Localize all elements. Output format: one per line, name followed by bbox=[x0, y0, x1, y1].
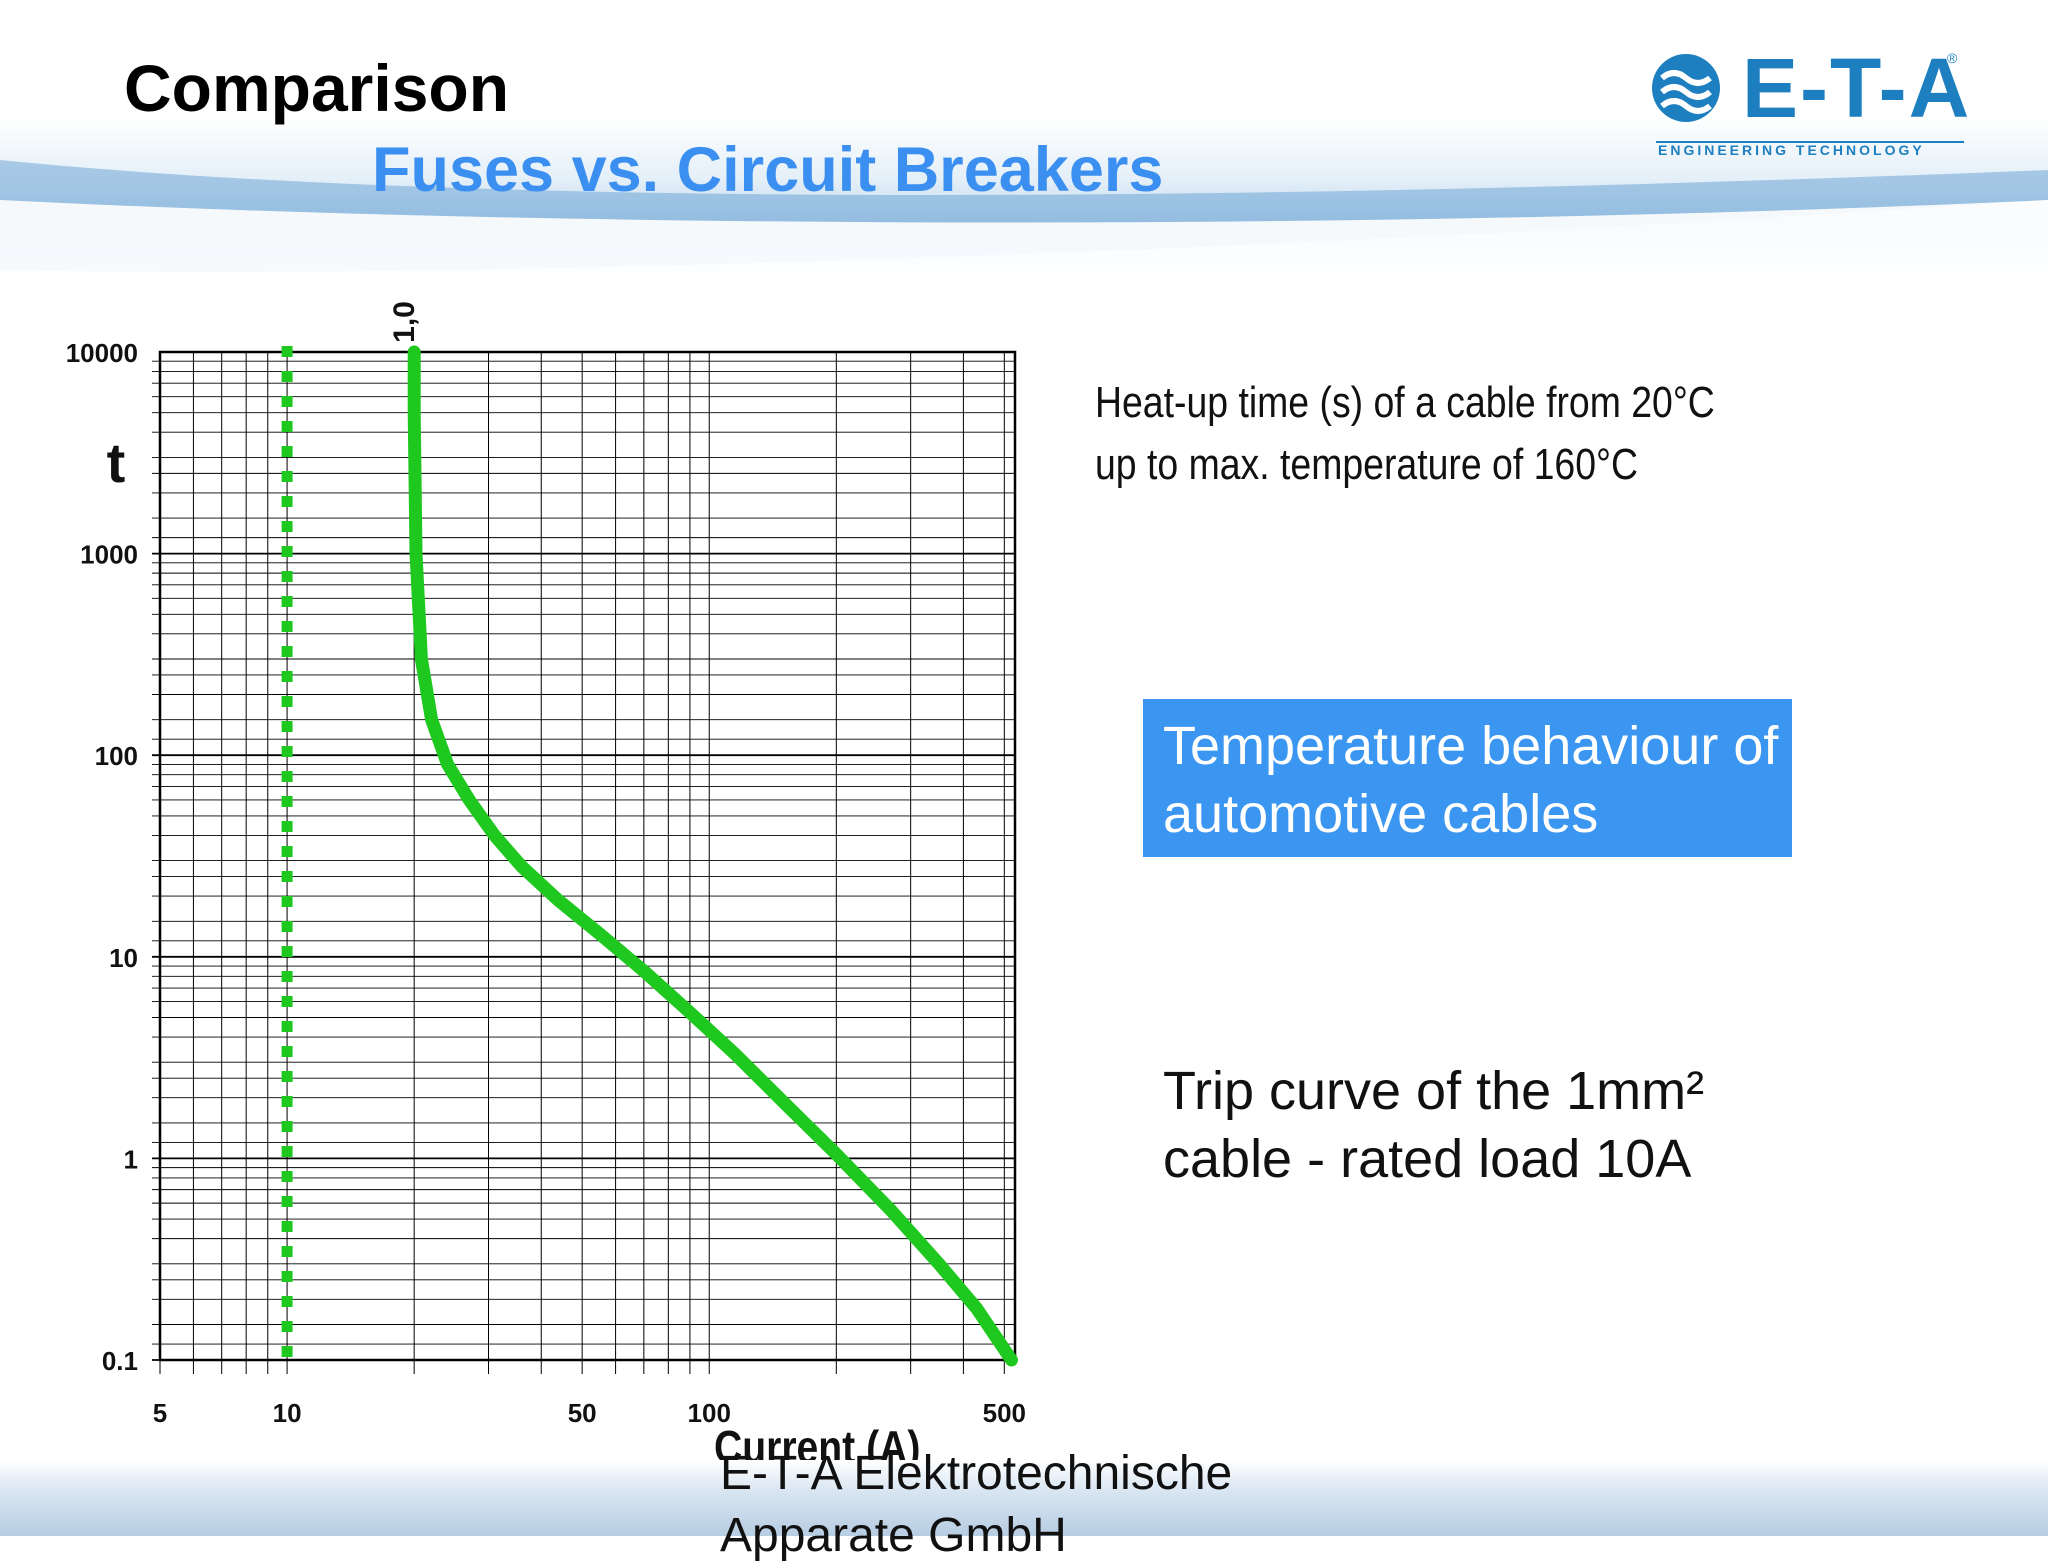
y-tick-label: 10000 bbox=[66, 338, 138, 368]
footer-band bbox=[0, 1460, 2048, 1536]
trip-curve-line bbox=[407, 345, 1018, 1367]
page-title: Comparison bbox=[124, 51, 510, 125]
y-tick-label: 100 bbox=[95, 741, 138, 771]
y-tick-label: 1000 bbox=[80, 540, 138, 570]
y-axis-label: t bbox=[107, 431, 126, 494]
multiple-marker-label: 1,0 bbox=[388, 301, 421, 343]
temperature-highlight-box bbox=[1143, 699, 1792, 857]
y-tick-label: 10 bbox=[109, 943, 138, 973]
y-tick-label: 0.1 bbox=[102, 1346, 138, 1376]
x-tick-label: 500 bbox=[983, 1398, 1026, 1428]
x-tick-label: 5 bbox=[153, 1398, 167, 1428]
x-tick-label: 50 bbox=[568, 1398, 597, 1428]
plot-frame bbox=[158, 350, 1017, 1362]
header-swoosh bbox=[0, 160, 2048, 290]
page-subtitle: Fuses vs. Circuit Breakers bbox=[372, 135, 1164, 205]
header-band bbox=[0, 0, 2048, 290]
logo-registered-mark: ® bbox=[1947, 50, 1958, 66]
trip-curve-note: Trip curve of the 1mm² cable - rated loa… bbox=[1163, 1061, 1705, 1189]
footer-company: E-T-A Elektrotechnische Apparate GmbH bbox=[720, 1447, 1233, 1562]
x-tick-label: 10 bbox=[273, 1398, 302, 1428]
logo-tagline: ENGINEERING TECHNOLOGY bbox=[1658, 142, 1925, 158]
temperature-highlight-text: Temperature behaviour of automotive cabl… bbox=[1163, 716, 1779, 844]
eta-logo-icon bbox=[1652, 54, 1964, 143]
y-tick-label: 1 bbox=[124, 1144, 138, 1174]
x-tick-label: 100 bbox=[688, 1398, 731, 1428]
heatup-note: Heat-up time (s) of a cable from 20°C up… bbox=[1095, 378, 1715, 489]
logo-wordmark: E-T-A bbox=[1742, 41, 1972, 135]
